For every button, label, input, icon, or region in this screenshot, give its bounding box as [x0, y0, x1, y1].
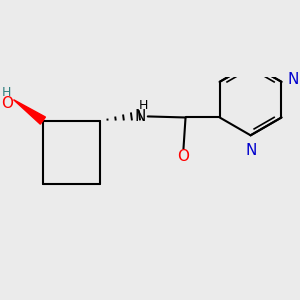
- Text: N: N: [246, 143, 257, 158]
- Polygon shape: [14, 100, 45, 124]
- Text: H: H: [2, 86, 11, 99]
- Text: H: H: [139, 99, 148, 112]
- Text: O: O: [178, 149, 190, 164]
- Text: O: O: [1, 96, 13, 111]
- Text: N: N: [288, 72, 299, 87]
- Text: N: N: [135, 109, 146, 124]
